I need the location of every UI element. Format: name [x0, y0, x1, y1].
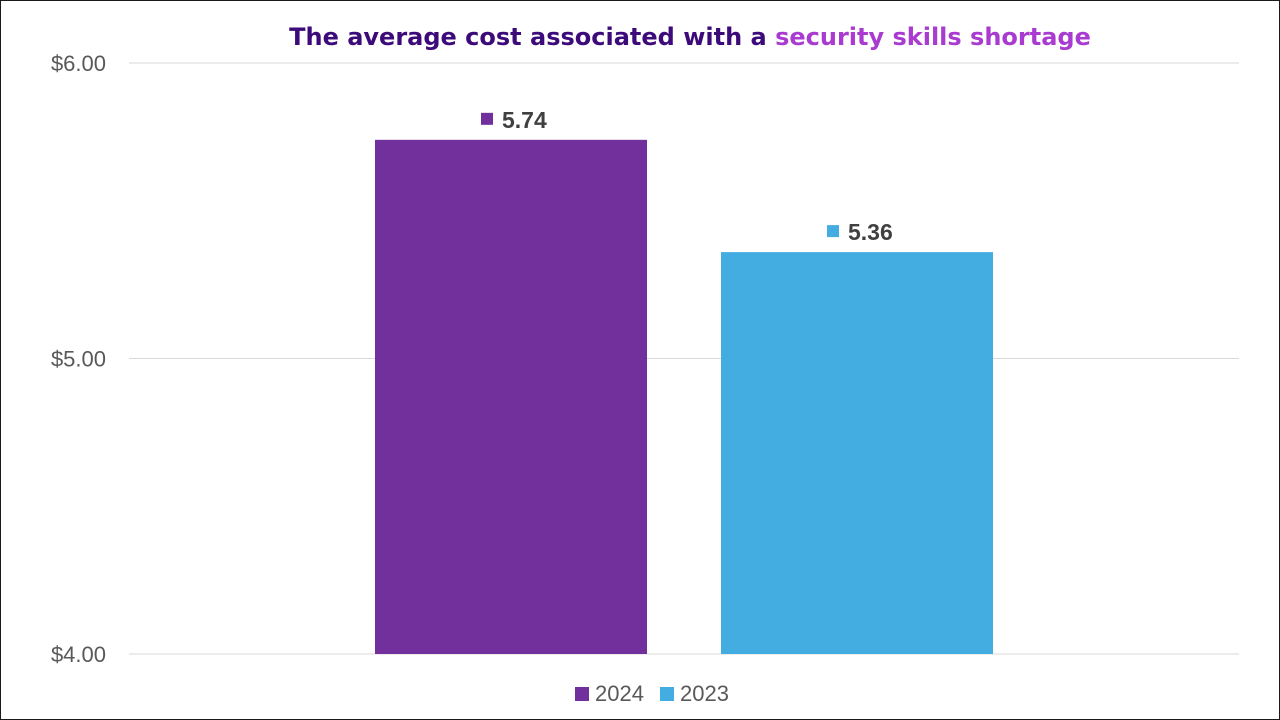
bar-2023 — [721, 252, 993, 654]
legend-swatch-2024 — [575, 687, 590, 701]
chart-title-accent: security skills shortage — [775, 23, 1091, 51]
legend-swatch-2023 — [660, 687, 674, 701]
legend-label-2023: 2023 — [680, 681, 729, 706]
legend-item-2024: 2024 — [575, 681, 644, 707]
chart-legend: 2024 2023 — [1, 681, 1280, 707]
y-tick-label: $4.00 — [51, 642, 106, 667]
chart-title-main: The average cost associated with a — [289, 23, 776, 51]
data-label-2024: 5.74 — [502, 107, 547, 133]
data-label-2023: 5.36 — [848, 219, 893, 245]
legend-item-2023: 2023 — [660, 681, 729, 707]
y-tick-label: $5.00 — [51, 347, 106, 372]
y-tick-label: $6.00 — [51, 51, 106, 76]
chart-title: The average cost associated with a secur… — [1, 23, 1280, 51]
data-label-swatch-2023 — [827, 225, 839, 238]
bar-2024 — [375, 139, 647, 654]
legend-label-2024: 2024 — [595, 681, 644, 706]
data-label-swatch-2024 — [481, 112, 493, 125]
